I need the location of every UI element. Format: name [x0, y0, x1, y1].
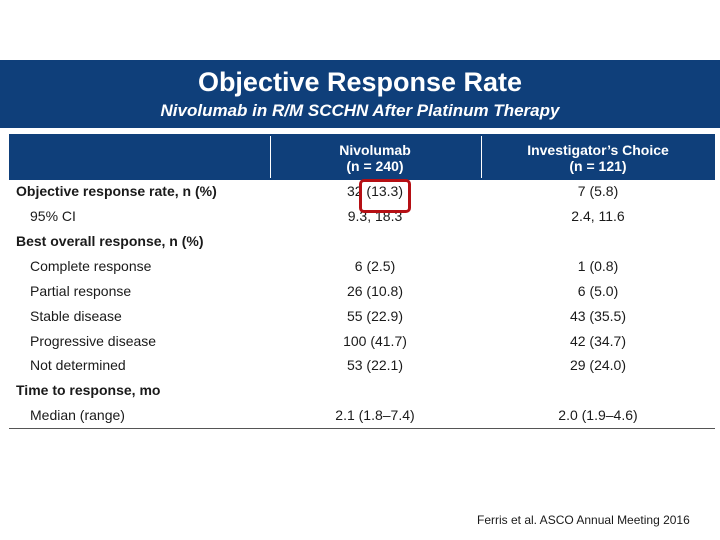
cell-nivolumab: 6 (2.5) [354, 258, 396, 274]
row-label: Not determined [30, 357, 126, 373]
section-label: Best overall response, n (%) [16, 233, 204, 249]
cell-investigator: 29 (24.0) [569, 357, 627, 373]
table-header-band [9, 134, 715, 180]
column-header-line: (n = 121) [569, 158, 627, 174]
row-label: Progressive disease [30, 333, 157, 349]
cell-nivolumab: 100 (41.7) [343, 333, 407, 349]
table-bottom-rule [9, 428, 715, 429]
cell-nivolumab: 26 (10.8) [346, 283, 404, 299]
citation-footnote: Ferris et al. ASCO Annual Meeting 2016 [477, 513, 690, 527]
cell-investigator: 7 (5.8) [577, 183, 619, 199]
column-header-line: Nivolumab [339, 142, 411, 158]
cell-investigator: 2.4, 11.6 [571, 208, 625, 224]
row-label: Objective response rate, n (%) [16, 183, 217, 199]
highlight-box [359, 179, 411, 213]
cell-nivolumab: 2.1 (1.8–7.4) [335, 407, 415, 423]
header-divider [481, 136, 482, 178]
cell-nivolumab: 55 (22.9) [346, 308, 404, 324]
cell-investigator: 1 (0.8) [577, 258, 619, 274]
cell-investigator: 2.0 (1.9–4.6) [558, 407, 638, 423]
section-label: Time to response, mo [16, 382, 161, 398]
column-header-line: Investigator’s Choice [527, 142, 669, 158]
row-label: Partial response [30, 283, 132, 299]
row-label: Median (range) [30, 407, 125, 423]
slide-subtitle: Nivolumab in R/M SCCHN After Platinum Th… [160, 101, 560, 120]
column-header-investigator: Investigator’s Choice (n = 121) [481, 142, 715, 174]
slide-title: Objective Response Rate [197, 67, 523, 97]
header-divider [270, 136, 271, 178]
cell-nivolumab: 53 (22.1) [346, 357, 404, 373]
cell-investigator: 42 (34.7) [569, 333, 627, 349]
column-header-nivolumab: Nivolumab (n = 240) [270, 142, 480, 174]
column-header-line: (n = 240) [346, 158, 404, 174]
cell-investigator: 43 (35.5) [569, 308, 627, 324]
row-label: Stable disease [30, 308, 122, 324]
cell-investigator: 6 (5.0) [577, 283, 619, 299]
row-label: 95% CI [30, 208, 76, 224]
title-banner [0, 60, 720, 128]
row-label: Complete response [30, 258, 152, 274]
